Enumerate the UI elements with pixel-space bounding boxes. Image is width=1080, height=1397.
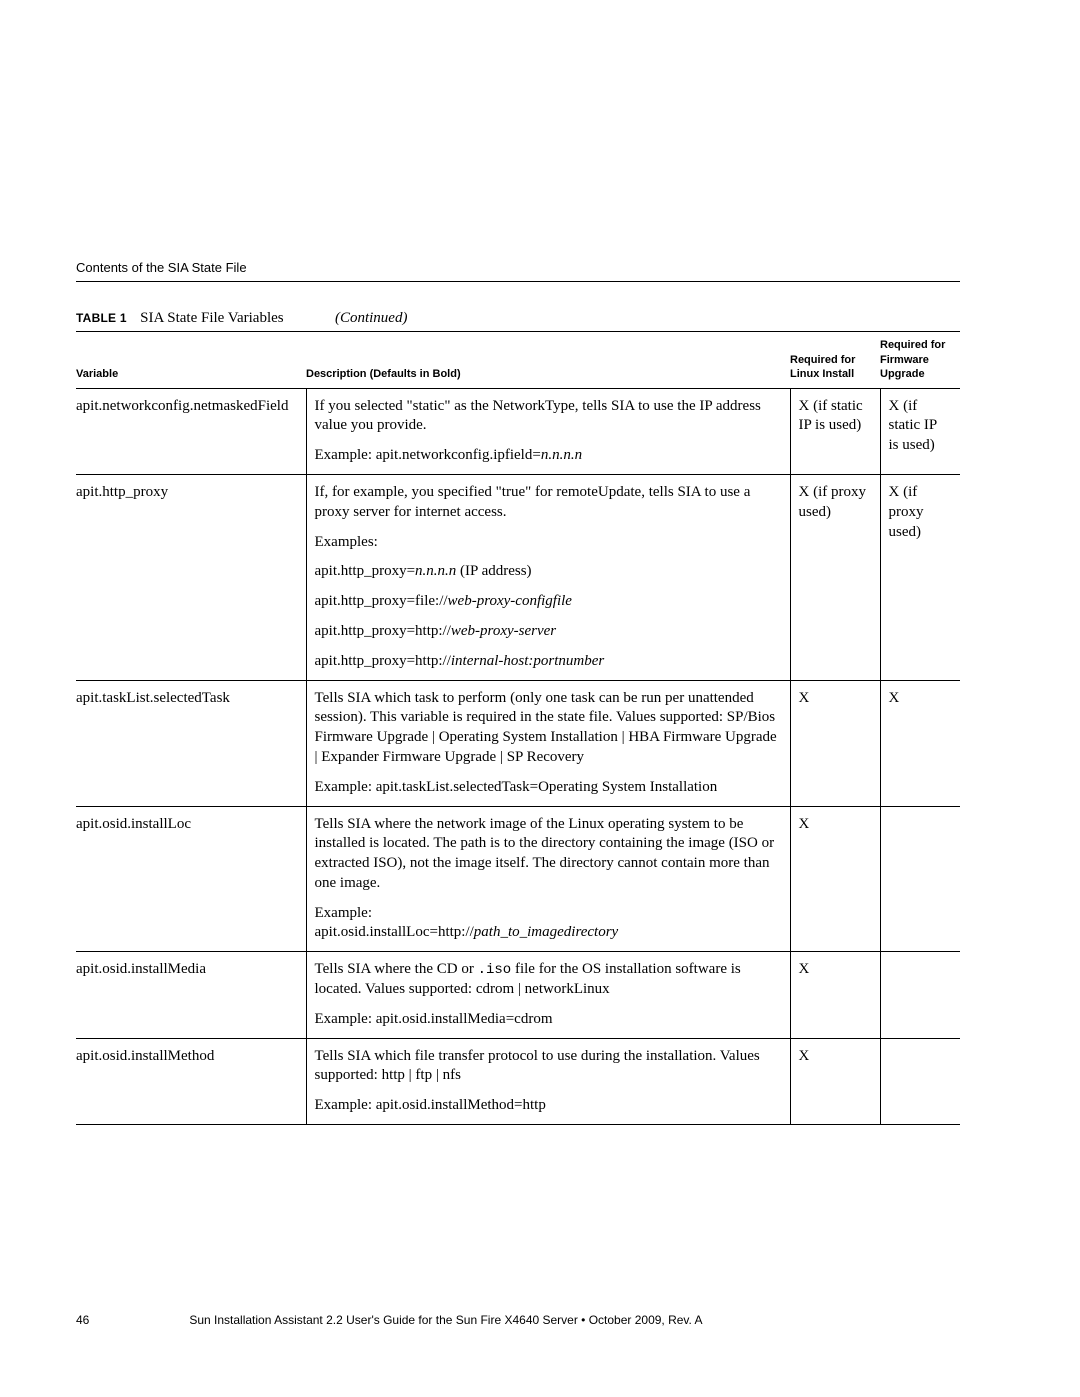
- cell-linux: X: [790, 806, 880, 952]
- cell-description: If you selected "static" as the NetworkT…: [306, 388, 790, 474]
- table-caption: TABLE 1 SIA State File Variables (Contin…: [76, 310, 960, 327]
- cell-description: Tells SIA which file transfer protocol t…: [306, 1038, 790, 1124]
- cell-description: Tells SIA where the CD or .iso file for …: [306, 952, 790, 1038]
- table-row: apit.osid.installLocTells SIA where the …: [76, 806, 960, 952]
- page-number: 46: [76, 1313, 186, 1327]
- cell-variable: apit.taskList.selectedTask: [76, 680, 306, 806]
- cell-variable: apit.osid.installMethod: [76, 1038, 306, 1124]
- cell-firmware: X: [880, 680, 960, 806]
- running-head: Contents of the SIA State File: [76, 260, 960, 282]
- table-title: SIA State File Variables: [140, 310, 283, 326]
- col-linux: Required for Linux Install: [790, 332, 880, 389]
- cell-variable: apit.osid.installLoc: [76, 806, 306, 952]
- page: Contents of the SIA State File TABLE 1 S…: [0, 0, 1080, 1397]
- cell-firmware: [880, 806, 960, 952]
- page-footer: 46 Sun Installation Assistant 2.2 User's…: [76, 1313, 960, 1327]
- cell-linux: X: [790, 1038, 880, 1124]
- cell-linux: X: [790, 952, 880, 1038]
- cell-description: Tells SIA where the network image of the…: [306, 806, 790, 952]
- col-variable: Variable: [76, 332, 306, 389]
- table-row: apit.networkconfig.netmaskedFieldIf you …: [76, 388, 960, 474]
- cell-linux: X (if static IP is used): [790, 388, 880, 474]
- cell-variable: apit.networkconfig.netmaskedField: [76, 388, 306, 474]
- col-firmware: Required for Firmware Upgrade: [880, 332, 960, 389]
- cell-firmware: X (if proxy used): [880, 474, 960, 680]
- cell-firmware: [880, 952, 960, 1038]
- table-row: apit.osid.installMediaTells SIA where th…: [76, 952, 960, 1038]
- table-label: TABLE 1: [76, 311, 127, 325]
- cell-firmware: [880, 1038, 960, 1124]
- cell-variable: apit.osid.installMedia: [76, 952, 306, 1038]
- cell-variable: apit.http_proxy: [76, 474, 306, 680]
- table-header-row: Variable Description (Defaults in Bold) …: [76, 332, 960, 389]
- cell-firmware: X (if static IP is used): [880, 388, 960, 474]
- table-row: apit.taskList.selectedTaskTells SIA whic…: [76, 680, 960, 806]
- col-description: Description (Defaults in Bold): [306, 332, 790, 389]
- table-row: apit.osid.installMethodTells SIA which f…: [76, 1038, 960, 1124]
- cell-description: Tells SIA which task to perform (only on…: [306, 680, 790, 806]
- footer-text: Sun Installation Assistant 2.2 User's Gu…: [189, 1313, 702, 1327]
- cell-linux: X: [790, 680, 880, 806]
- table-row: apit.http_proxyIf, for example, you spec…: [76, 474, 960, 680]
- cell-description: If, for example, you specified "true" fo…: [306, 474, 790, 680]
- table-continued: (Continued): [335, 310, 408, 326]
- cell-linux: X (if proxy used): [790, 474, 880, 680]
- sia-variables-table: Variable Description (Defaults in Bold) …: [76, 331, 960, 1125]
